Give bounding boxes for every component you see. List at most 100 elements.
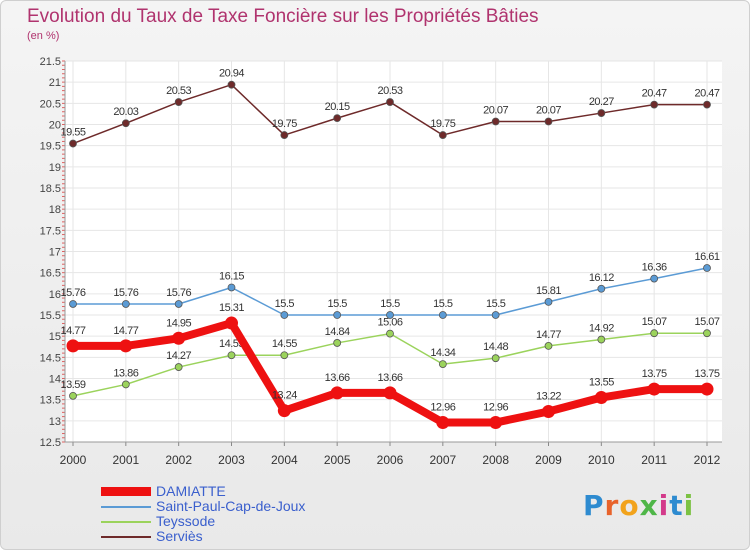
data-point-damiatte: [436, 416, 450, 430]
data-point-saint-paul-cap-de-joux: [438, 311, 447, 319]
data-point-servi-s: [333, 114, 342, 123]
data-point-damiatte: [225, 316, 238, 330]
data-label-saint-paul-cap-de-joux: 15.5: [380, 298, 400, 310]
y-tick-label: 17.5: [40, 225, 61, 237]
data-label-servi-s: 20.03: [113, 106, 138, 118]
y-tick-label: 18: [49, 204, 61, 216]
data-label-teyssode: 15.07: [694, 316, 719, 328]
data-label-servi-s: 20.47: [642, 88, 667, 100]
x-tick-label: 2012: [694, 453, 721, 467]
y-axis-unit-label: (en %): [27, 30, 60, 42]
data-label-servi-s: 20.15: [325, 101, 350, 113]
x-tick-label: 2009: [535, 453, 562, 467]
data-label-damiatte: 14.77: [60, 325, 85, 337]
data-point-servi-s: [597, 109, 606, 117]
data-point-damiatte: [542, 405, 555, 419]
data-point-servi-s: [491, 117, 500, 126]
data-label-saint-paul-cap-de-joux: 15.76: [166, 287, 191, 299]
data-label-saint-paul-cap-de-joux: 16.36: [642, 262, 667, 274]
data-point-damiatte: [277, 404, 291, 418]
data-point-saint-paul-cap-de-joux: [280, 311, 289, 319]
data-point-servi-s: [280, 131, 289, 139]
data-point-saint-paul-cap-de-joux: [597, 284, 606, 293]
data-label-damiatte: 13.66: [377, 372, 402, 384]
y-tick-label: 15: [49, 331, 61, 343]
data-point-damiatte: [330, 386, 344, 400]
data-label-saint-paul-cap-de-joux: 15.76: [113, 287, 138, 299]
data-point-servi-s: [174, 98, 183, 106]
data-point-servi-s: [703, 100, 711, 109]
data-point-damiatte: [66, 339, 80, 353]
x-tick-label: 2008: [482, 453, 509, 467]
data-point-saint-paul-cap-de-joux: [491, 311, 500, 319]
data-label-saint-paul-cap-de-joux: 15.5: [327, 298, 347, 310]
x-tick-label: 2005: [324, 453, 351, 467]
data-point-teyssode: [491, 354, 500, 363]
data-label-saint-paul-cap-de-joux: 16.12: [589, 272, 614, 284]
data-point-servi-s: [544, 117, 553, 126]
data-point-damiatte: [489, 416, 503, 430]
data-point-teyssode: [703, 329, 711, 338]
logo-letter: o: [619, 489, 640, 522]
data-point-servi-s: [227, 80, 236, 89]
x-tick-label: 2006: [377, 453, 404, 467]
data-label-saint-paul-cap-de-joux: 15.81: [536, 285, 561, 297]
data-point-teyssode: [650, 329, 659, 338]
data-label-servi-s: 20.07: [536, 105, 561, 117]
legend-swatch-damiatte: [101, 487, 151, 496]
data-label-damiatte: 13.75: [642, 368, 667, 380]
data-point-damiatte: [119, 339, 133, 353]
data-point-teyssode: [227, 351, 236, 360]
data-label-saint-paul-cap-de-joux: 16.61: [694, 251, 719, 263]
data-point-damiatte: [383, 386, 397, 400]
logo-letter: i: [658, 489, 670, 522]
data-label-damiatte: 12.96: [430, 402, 455, 414]
data-point-saint-paul-cap-de-joux: [650, 274, 659, 283]
data-point-teyssode: [174, 363, 183, 371]
data-label-damiatte: 12.96: [483, 402, 508, 414]
legend-label-teyssode: Teyssode: [156, 513, 216, 529]
logo-letter: t: [669, 489, 684, 522]
legend-swatch-saint-paul: [101, 506, 151, 508]
x-tick-label: 2007: [429, 453, 456, 467]
data-label-servi-s: 19.75: [272, 118, 297, 130]
y-tick-label: 17: [49, 247, 61, 259]
y-tick-label: 21: [49, 77, 61, 89]
data-point-teyssode: [280, 351, 289, 360]
data-point-teyssode: [121, 380, 130, 389]
legend-label-saint-paul: Saint-Paul-Cap-de-Joux: [156, 498, 306, 514]
data-point-saint-paul-cap-de-joux: [386, 311, 394, 319]
data-label-teyssode: 14.77: [536, 329, 561, 341]
y-tick-label: 12.5: [40, 437, 61, 449]
data-point-servi-s: [121, 119, 130, 128]
data-label-teyssode: 14.34: [430, 347, 455, 359]
data-point-servi-s: [69, 139, 77, 148]
data-label-servi-s: 20.27: [589, 96, 614, 108]
data-label-damiatte: 13.66: [325, 372, 350, 384]
y-tick-label: 18.5: [40, 183, 61, 195]
x-tick-label: 2003: [218, 453, 245, 467]
data-label-damiatte: 13.75: [694, 368, 719, 380]
data-label-saint-paul-cap-de-joux: 16.15: [219, 270, 244, 282]
y-tick-label: 20: [49, 120, 61, 132]
data-label-servi-s: 19.55: [60, 127, 85, 139]
y-tick-label: 16.5: [40, 268, 61, 280]
legend-label-damiatte: DAMIATTE: [156, 483, 226, 499]
data-point-saint-paul-cap-de-joux: [544, 297, 553, 306]
y-tick-label: 13.5: [40, 395, 61, 407]
data-point-saint-paul-cap-de-joux: [227, 283, 236, 292]
data-point-saint-paul-cap-de-joux: [121, 300, 130, 308]
x-tick-label: 2001: [112, 453, 139, 467]
data-label-servi-s: 19.75: [430, 118, 455, 130]
data-label-servi-s: 20.07: [483, 105, 508, 117]
data-point-damiatte: [172, 331, 186, 345]
x-tick-label: 2011: [641, 453, 667, 467]
data-label-saint-paul-cap-de-joux: 15.5: [275, 298, 295, 310]
x-tick-label: 2004: [271, 453, 298, 467]
data-label-saint-paul-cap-de-joux: 15.5: [433, 298, 453, 310]
data-label-teyssode: 13.86: [113, 367, 138, 379]
y-tick-label: 21.5: [40, 56, 61, 68]
y-tick-label: 20.5: [40, 98, 61, 110]
data-label-damiatte: 13.22: [536, 391, 561, 403]
